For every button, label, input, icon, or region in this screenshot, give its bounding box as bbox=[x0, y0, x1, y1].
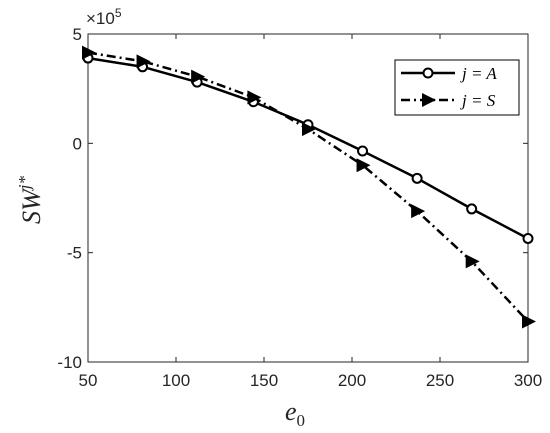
series-s bbox=[82, 45, 536, 329]
y-axis-label-superscript: j* bbox=[15, 176, 34, 192]
plot-frame bbox=[87, 33, 529, 363]
point-series-a bbox=[357, 145, 369, 157]
point-series-s bbox=[465, 254, 480, 269]
point-series-s bbox=[302, 122, 316, 137]
series-layer bbox=[82, 45, 536, 329]
x-tick-label: 100 bbox=[162, 371, 190, 390]
x-tick-label: 250 bbox=[426, 371, 454, 390]
x-tick-label: 200 bbox=[338, 371, 366, 390]
x-tick-label: 300 bbox=[514, 371, 542, 390]
point-series-s bbox=[191, 69, 206, 84]
y-tick-label: -10 bbox=[57, 353, 82, 372]
legend-marker-series-a bbox=[422, 67, 434, 79]
y-axis-label: SWj* bbox=[15, 176, 46, 224]
legend-label-series-a: j = A bbox=[460, 64, 497, 83]
point-series-s bbox=[356, 158, 371, 173]
legend-marker-series-s bbox=[422, 93, 436, 107]
y-tick-label: 5 bbox=[73, 25, 82, 44]
point-series-a bbox=[522, 232, 534, 244]
x-axis-label: e0 bbox=[285, 397, 305, 430]
x-tick-label: 150 bbox=[250, 371, 278, 390]
y-tick-label: 0 bbox=[73, 134, 82, 153]
y-axis-exponent: ×105 bbox=[86, 6, 122, 28]
y-axis-exponent-power: 5 bbox=[115, 6, 122, 20]
x-axis-label-subscript: 0 bbox=[297, 411, 306, 430]
point-series-a bbox=[411, 172, 423, 184]
point-series-a bbox=[466, 203, 478, 215]
legend-label-series-s: j = S bbox=[460, 91, 496, 110]
axis-ticks: 50 100 150 200 250 300 -10 -5 0 5 bbox=[57, 25, 542, 390]
y-tick-label: -5 bbox=[67, 244, 82, 263]
point-series-s bbox=[247, 90, 262, 105]
point-series-s bbox=[411, 204, 426, 219]
plot-area-border bbox=[87, 33, 529, 363]
x-tick-label: 50 bbox=[79, 371, 98, 390]
point-series-s bbox=[522, 314, 536, 329]
point-series-s bbox=[82, 45, 96, 60]
legend: j = A j = S bbox=[394, 59, 520, 116]
legend-box bbox=[394, 59, 520, 116]
point-series-s bbox=[136, 54, 151, 69]
